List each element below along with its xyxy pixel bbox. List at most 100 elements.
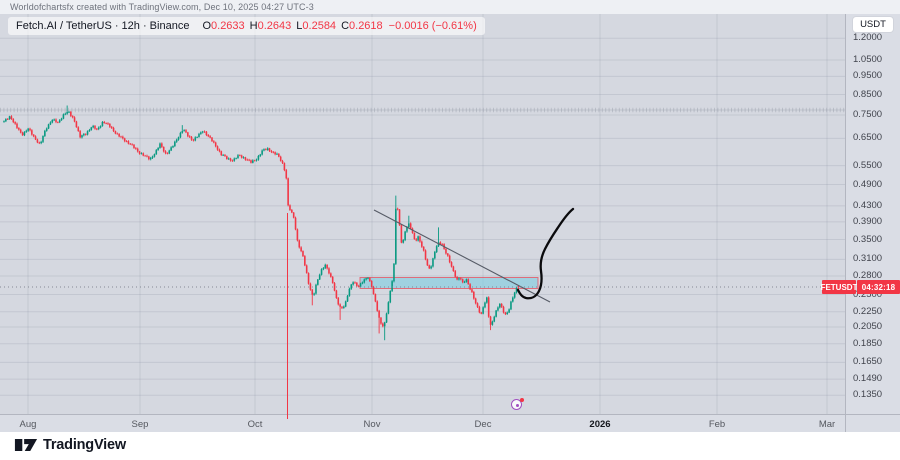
candle-body [5,119,7,122]
candle-body [31,130,33,135]
badge-symbol: FETUSDT [821,280,857,294]
currency-toggle-button[interactable]: USDT [853,17,893,32]
candle-body [296,229,299,241]
candle-body [298,240,301,248]
candle-body [64,113,67,115]
time-axis[interactable]: Aug Sep Oct Nov Dec 2026 Feb Mar [0,414,845,432]
price-axis[interactable]: USDT 1.2000 1.0500 0.9500 0.8500 0.7500 0.650… [845,14,900,432]
candle-body [398,209,401,226]
candle-body [174,141,176,147]
candle-body [148,156,150,160]
candle-body [428,265,431,269]
candle-body [235,158,237,159]
candle-body [283,163,286,171]
snapshot-watermark: Worldofchartsfx created with TradingView… [10,2,314,12]
candle-body [278,153,280,157]
candle-body [337,297,340,305]
candle-body [84,134,87,135]
candle-body [73,117,76,122]
candle-body [257,155,260,160]
candle-body [97,127,100,130]
candle-body [70,111,72,116]
candle-body [305,265,308,274]
candle-body [447,253,449,256]
candle-body [339,304,341,307]
symbol-title[interactable]: Fetch.AI / TetherUS · 12h · Binance [16,20,190,32]
candle-body [16,123,18,128]
time-axis-label: Nov [363,419,381,430]
event-marker-icon[interactable] [511,398,524,411]
candle-body [252,160,254,163]
candle-body [445,248,447,254]
candle-body [413,232,416,240]
candle-body [83,134,85,136]
price-axis-label: 0.6500 [853,132,883,144]
low-value: 0.2584 [302,20,337,32]
candle-body [49,122,52,125]
candle-body [309,283,312,290]
crash-wick-line [287,213,288,419]
symbol-legend[interactable]: Fetch.AI / TetherUS · 12h · Binance O 0.26… [8,17,485,35]
candle-body [103,122,106,124]
time-axis-label: 2026 [589,419,611,430]
candle-body [476,303,479,307]
candle-body [352,282,354,285]
candle-body [463,281,466,283]
time-axis-label: Sep [131,419,149,430]
price-chart-pane[interactable]: Fetch.AI / TetherUS · 12h · Binance O 0.26… [0,14,845,414]
candle-body [452,266,455,272]
candle-body [140,153,143,155]
candle-body [365,278,367,280]
candle-body [294,217,297,230]
candle-body [432,258,434,267]
candle-body [450,262,453,267]
time-axis-label: Oct [247,419,263,430]
candle-body [172,146,174,148]
price-axis-label: 0.1650 [853,356,883,368]
candle-body [396,208,399,210]
projection-curve[interactable] [516,207,575,300]
candle-body [127,141,130,144]
candle-body [86,131,89,135]
candle-body [185,130,187,133]
close-value: 0.2618 [349,20,383,32]
candle-body [246,159,249,161]
axis-corner [845,414,900,432]
tradingview-logo[interactable]: TradingView [14,437,126,453]
candle-body [51,119,54,123]
price-axis-label: 0.4300 [853,199,883,211]
candle-body [168,150,171,154]
footer-bar: TradingView [0,432,900,460]
candle-body [439,242,442,245]
candle-body [370,281,373,287]
candle-body [354,282,356,284]
candle-body [322,267,325,270]
candle-body [6,119,9,120]
candle-body [253,160,256,162]
candle-body [387,302,390,314]
candle-body [198,133,200,137]
candle-body [116,133,119,135]
candle-body [211,137,213,142]
candle-body [112,127,115,132]
candle-body [506,312,509,315]
candlestick-chart[interactable] [0,14,845,414]
candle-body [12,119,15,123]
support-zone-rectangle[interactable] [359,277,539,289]
candle-body [244,157,247,160]
high-value: 0.2643 [257,20,292,32]
candle-body [90,127,93,131]
event-alert-dot-icon [520,398,524,402]
candle-body [136,148,139,152]
candle-body [478,306,481,313]
candle-body [138,151,141,154]
candle-body [510,301,512,310]
candle-body [144,155,146,157]
time-axis-label: Mar [818,419,836,430]
last-price-badge[interactable]: FETUSDT 04:32:18 [821,280,900,294]
candle-body [75,121,78,128]
candle-body [81,135,83,138]
candle-body [120,136,122,138]
open-label: O [202,20,212,32]
price-axis-label: 0.3900 [853,215,883,227]
